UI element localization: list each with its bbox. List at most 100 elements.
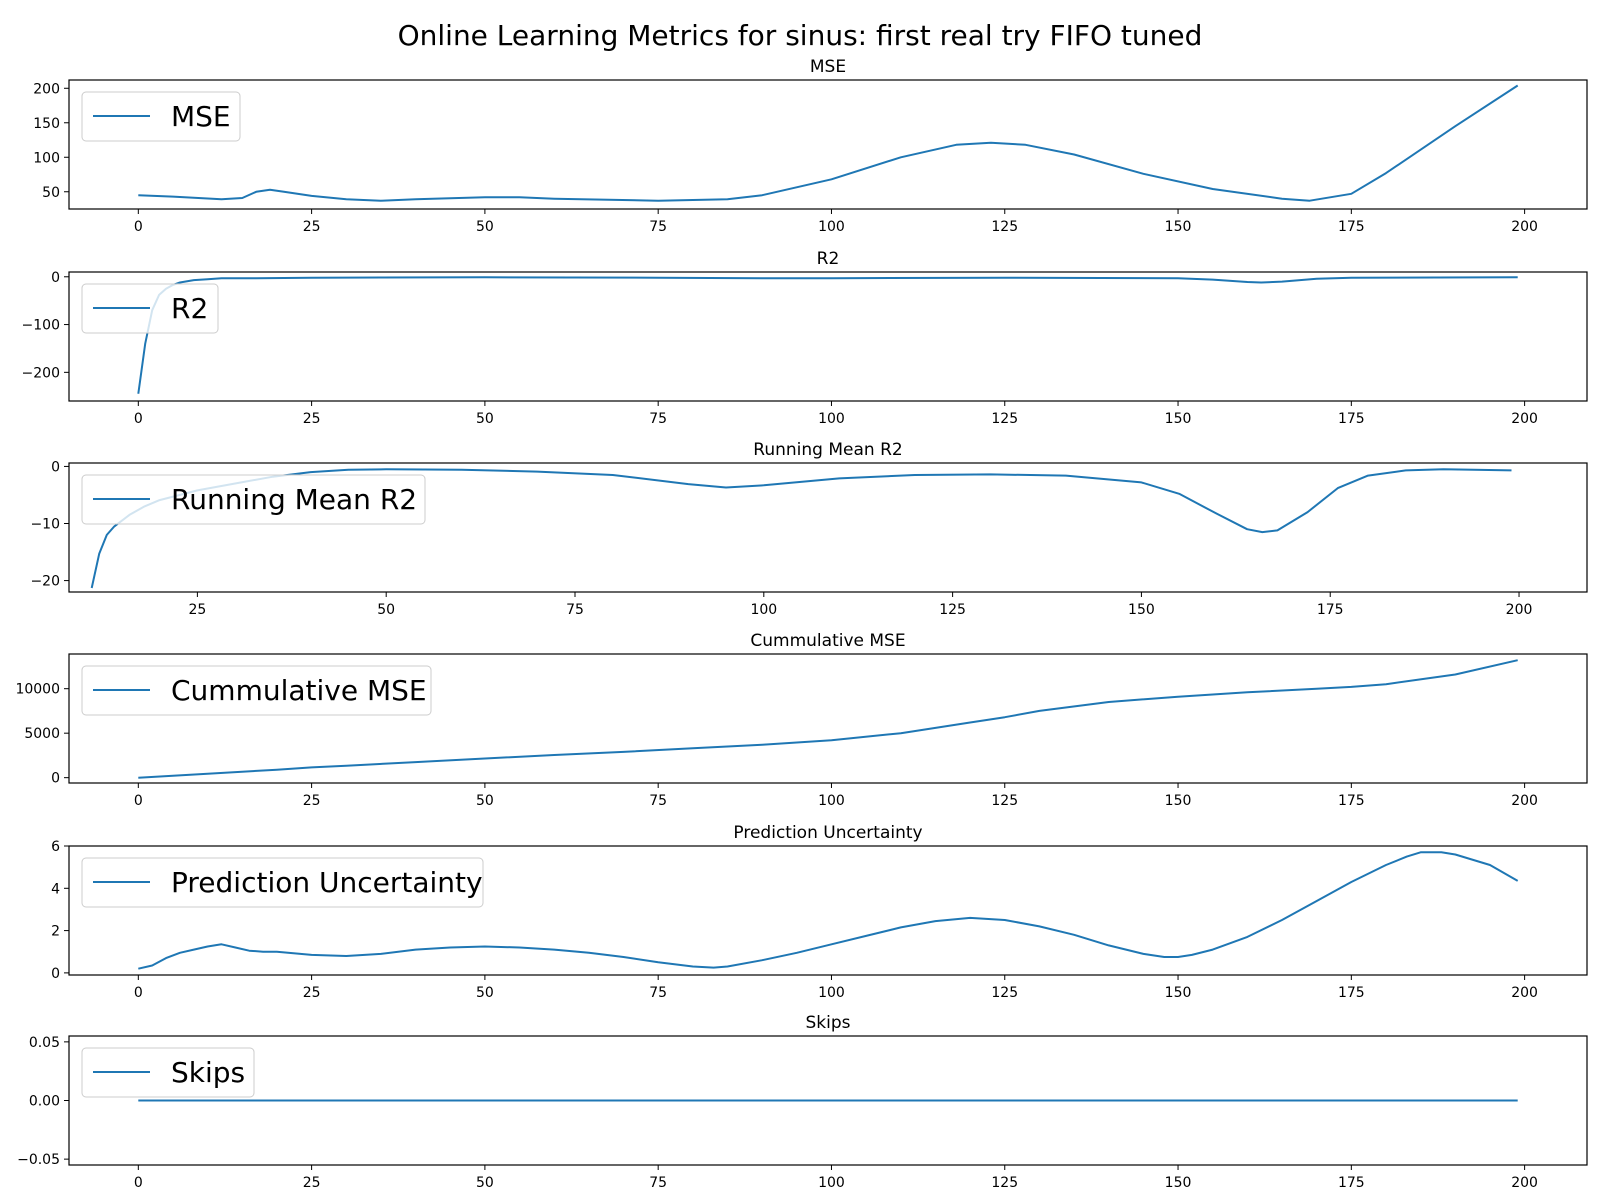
x-tick-label: 25 (303, 1175, 321, 1191)
legend: MSE (81, 91, 241, 142)
x-tick-label: 150 (1128, 602, 1155, 618)
x-tick-label: 150 (1165, 219, 1192, 235)
x-tick-label: 25 (188, 602, 206, 618)
x-tick-label: 175 (1317, 602, 1344, 618)
chart-panel: Prediction Uncertainty 0 25 50 75 100 125 150 17… (51, 823, 1588, 1001)
series-line (138, 84, 1519, 202)
y-tick-label: −0.05 (17, 1152, 60, 1168)
plot-frame (68, 79, 1588, 210)
y-tick-label: −10 (30, 517, 60, 533)
x-tick-label: 200 (1511, 793, 1538, 809)
figure-title: Online Learning Metrics for sinus: first… (398, 19, 1203, 52)
x-tick-label: 75 (649, 793, 667, 809)
x-tick-label: 175 (1338, 793, 1365, 809)
y-tick-label: −100 (22, 318, 60, 334)
x-tick-label: 125 (991, 985, 1018, 1001)
x-tick-label: 200 (1511, 1175, 1538, 1191)
y-tick-label: 0 (51, 771, 60, 787)
x-tick-label: 75 (649, 1175, 667, 1191)
y-tick-label: 0 (51, 966, 60, 982)
x-tick-label: 0 (134, 219, 143, 235)
x-tick-label: 50 (377, 602, 395, 618)
x-tick-label: 150 (1165, 411, 1192, 427)
x-tick-label: 175 (1338, 985, 1365, 1001)
legend-box (81, 1047, 255, 1098)
x-tick-label: 100 (818, 219, 845, 235)
y-tick-label: 200 (33, 81, 60, 97)
plot-frame (68, 271, 1588, 402)
y-tick-label: −20 (30, 574, 60, 590)
x-tick-label: 0 (134, 1175, 143, 1191)
x-tick-label: 200 (1511, 219, 1538, 235)
chart-panel: R2 0 25 50 75 100 125 150 175 200 0 −100 −200 R2 (22, 249, 1588, 427)
plot-frame (68, 845, 1588, 976)
chart-panel: Skips 0 25 50 75 100 125 150 175 200 0.05 0.00 −0.05… (17, 1013, 1588, 1191)
chart-title: R2 (817, 249, 840, 269)
y-tick-label: 0 (51, 459, 60, 475)
x-tick-label: 25 (303, 985, 321, 1001)
plot-frame (68, 653, 1588, 784)
legend-box (81, 91, 241, 142)
chart-title: Prediction Uncertainty (733, 823, 922, 843)
chart-title: MSE (810, 57, 846, 77)
x-tick-label: 125 (991, 1175, 1018, 1191)
y-tick-label: 5000 (24, 726, 60, 742)
chart-panel: Running Mean R2 25 50 75 100 125 150 175 200 0 −10… (30, 440, 1588, 618)
x-tick-label: 0 (134, 411, 143, 427)
x-tick-label: 100 (750, 602, 777, 618)
y-tick-label: 0.00 (29, 1094, 60, 1110)
legend: Skips (81, 1047, 255, 1098)
chart-title: Skips (805, 1013, 850, 1033)
y-tick-label: 10000 (15, 682, 60, 698)
series-line (137, 276, 1518, 394)
legend: R2 (81, 283, 219, 334)
legend-label: MSE (171, 100, 231, 133)
x-tick-label: 25 (303, 219, 321, 235)
legend-label: Running Mean R2 (171, 483, 417, 516)
x-tick-label: 25 (303, 411, 321, 427)
chart-panel: Cummulative MSE 0 25 50 75 100 125 150 175 200 0 50… (15, 631, 1588, 809)
x-tick-label: 175 (1338, 411, 1365, 427)
x-tick-label: 150 (1165, 793, 1192, 809)
x-tick-label: 175 (1338, 1175, 1365, 1191)
x-tick-label: 50 (476, 985, 494, 1001)
y-tick-label: −200 (22, 365, 60, 381)
legend-box (81, 857, 484, 908)
x-tick-label: 50 (476, 219, 494, 235)
x-tick-label: 150 (1165, 985, 1192, 1001)
chart-title: Cummulative MSE (750, 631, 905, 651)
legend-box (81, 665, 432, 716)
series-line (138, 851, 1519, 970)
x-tick-label: 125 (991, 793, 1018, 809)
y-tick-label: 2 (51, 924, 60, 940)
x-tick-label: 100 (818, 793, 845, 809)
legend: Running Mean R2 (81, 474, 426, 525)
x-tick-label: 75 (649, 219, 667, 235)
legend-label: Skips (171, 1056, 245, 1089)
x-tick-label: 125 (991, 411, 1018, 427)
legend-label: R2 (171, 292, 208, 325)
y-tick-label: 0.05 (29, 1035, 60, 1051)
x-tick-label: 0 (134, 985, 143, 1001)
y-tick-label: 100 (33, 150, 60, 166)
x-tick-label: 0 (134, 793, 143, 809)
y-tick-label: 150 (33, 116, 60, 132)
legend: Cummulative MSE (81, 665, 432, 716)
x-tick-label: 75 (649, 985, 667, 1001)
x-tick-label: 200 (1506, 602, 1533, 618)
plot-frame (68, 1035, 1588, 1166)
legend-box (81, 474, 426, 525)
x-tick-label: 125 (939, 602, 966, 618)
y-tick-label: 50 (42, 185, 60, 201)
series-line (138, 659, 1518, 779)
plot-frame (68, 462, 1588, 593)
y-tick-label: 6 (51, 839, 60, 855)
x-tick-label: 100 (818, 411, 845, 427)
y-tick-label: 4 (51, 881, 60, 897)
x-tick-label: 175 (1338, 219, 1365, 235)
x-tick-label: 100 (818, 985, 845, 1001)
x-tick-label: 200 (1511, 411, 1538, 427)
x-tick-label: 25 (303, 793, 321, 809)
x-tick-label: 200 (1511, 985, 1538, 1001)
